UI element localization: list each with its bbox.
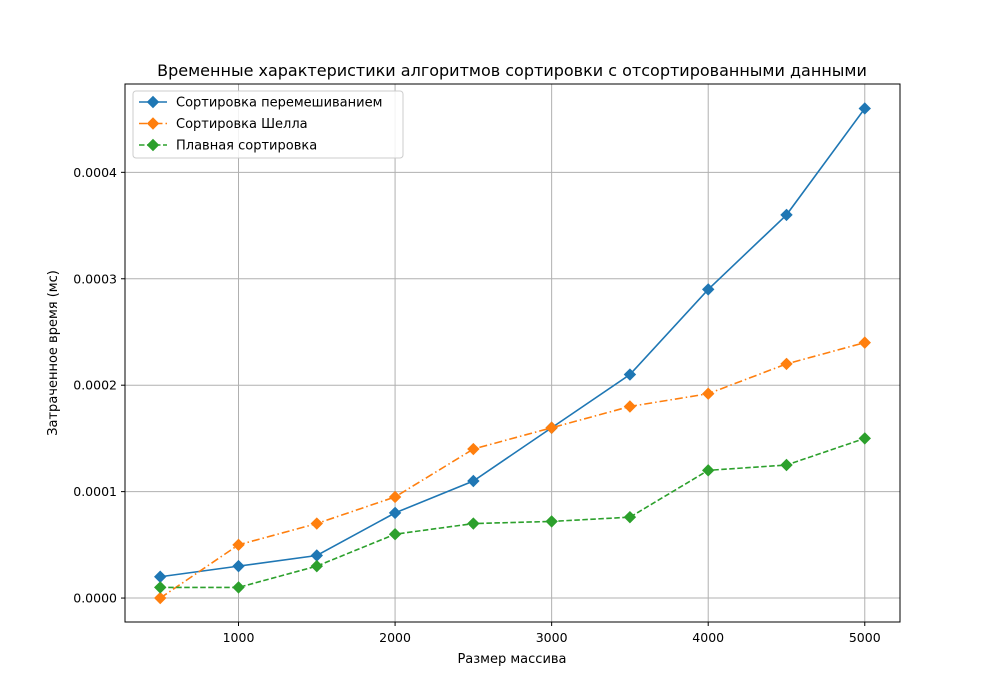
data-point (232, 581, 245, 594)
series-2 (154, 336, 871, 605)
data-point (701, 464, 715, 477)
data-point (467, 442, 480, 456)
y-axis-label: Затраченное время (мс) (46, 270, 61, 436)
data-point (467, 474, 480, 488)
series-line (160, 108, 866, 578)
data-point (701, 283, 715, 296)
data-point (858, 102, 871, 115)
x-axis-label: Размер массива (457, 652, 566, 667)
y-tick-label: 0.0000 (73, 591, 117, 606)
data-point (388, 506, 402, 520)
x-tick-label: 3000 (536, 630, 568, 645)
data-point (467, 517, 480, 530)
x-tick-label: 1000 (223, 630, 255, 645)
data-point (780, 458, 793, 472)
y-tick-label: 0.0003 (73, 271, 117, 286)
data-point (780, 357, 793, 371)
data-point (623, 368, 637, 381)
legend-item: Сортировка перемешиванием (139, 96, 382, 111)
y-tick-label: 0.0002 (73, 378, 117, 393)
x-tick-label: 4000 (692, 630, 724, 645)
data-point (388, 527, 402, 541)
legend-box (132, 90, 404, 159)
series-line (160, 437, 866, 589)
legend: Сортировка перемешиванием Сортировка Шелл… (132, 90, 404, 159)
data-point (858, 336, 871, 349)
legend-marker (146, 95, 160, 109)
y-tick-label: 0.0001 (73, 484, 117, 499)
data-point (310, 517, 324, 530)
legend-item: Сортировка Шелла (139, 117, 308, 132)
series-3 (154, 432, 871, 594)
data-point (780, 208, 793, 222)
legend-item: Плавная сортировка (139, 139, 317, 154)
data-point (310, 559, 324, 573)
data-point (232, 559, 245, 573)
data-point (545, 515, 558, 528)
y-axis-ticks: 0.0000 0.0001 0.0002 0.0003 0.0004 (73, 165, 125, 606)
x-tick-label: 5000 (849, 630, 881, 645)
chart-title: Временные характеристики алгоритмов сорт… (157, 61, 867, 80)
series-line (159, 341, 865, 599)
series-layer (154, 102, 871, 605)
data-point (154, 591, 167, 605)
legend-marker (146, 117, 160, 130)
data-point (858, 432, 871, 445)
y-tick-label: 0.0004 (73, 165, 117, 180)
legend-marker (146, 138, 160, 152)
legend-label: Сортировка Шелла (176, 117, 308, 132)
data-point (232, 538, 245, 552)
data-point (623, 400, 637, 413)
data-point (623, 510, 637, 524)
data-point (545, 421, 558, 434)
legend-label: Сортировка перемешиванием (176, 96, 382, 111)
x-axis-ticks: 1000 2000 3000 4000 5000 (223, 622, 881, 645)
grid (125, 84, 900, 622)
legend-label: Плавная сортировка (176, 139, 317, 154)
x-tick-label: 2000 (379, 630, 411, 645)
data-point (388, 490, 402, 504)
plot-frame (124, 83, 901, 623)
data-point (154, 581, 167, 594)
data-point (701, 387, 715, 400)
